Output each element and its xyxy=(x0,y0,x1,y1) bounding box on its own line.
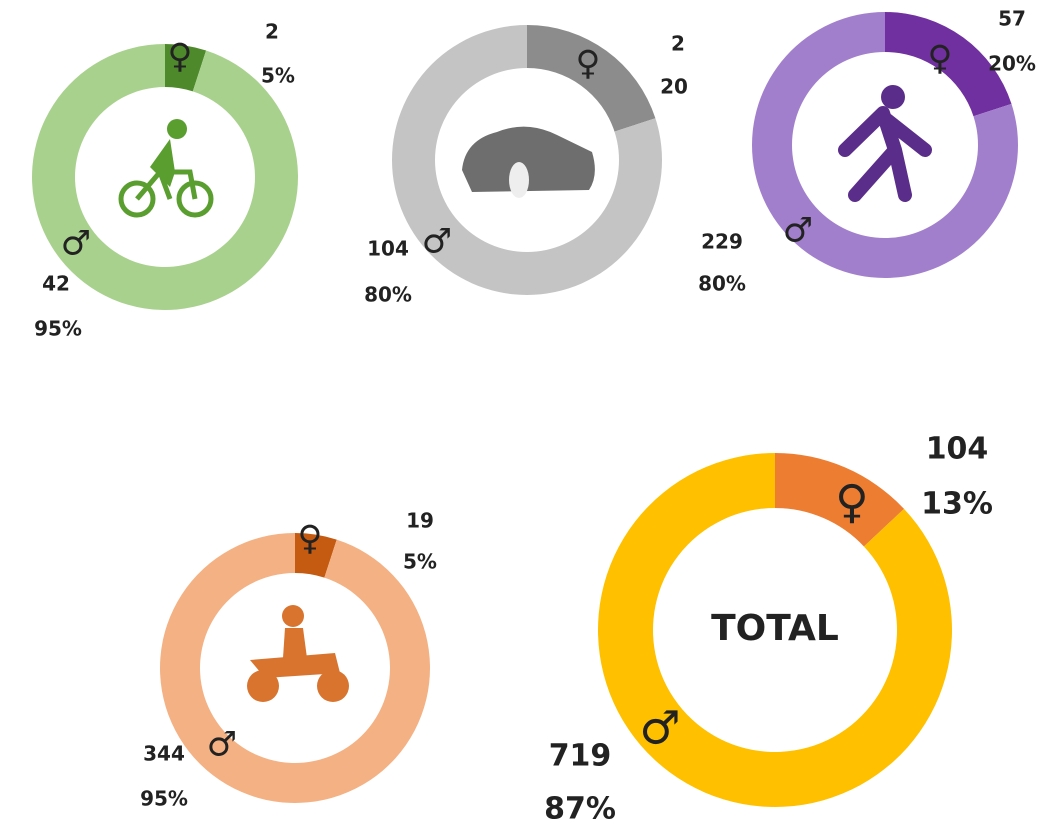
gender-symbol: ♀ xyxy=(835,475,869,529)
donut-chart: ♀ 104 13% ♂ 719 87% TOTAL xyxy=(544,432,993,827)
count-label: 57 xyxy=(998,7,1026,31)
percent-label: 20 xyxy=(660,75,688,99)
donut-slice xyxy=(775,453,905,547)
donut-slice xyxy=(32,44,299,311)
percent-label: 80% xyxy=(364,283,412,307)
count-label: 104 xyxy=(926,432,989,467)
gender-symbol: ♂ xyxy=(61,224,91,264)
percent-label: 80% xyxy=(698,272,746,296)
count-label: 2 xyxy=(671,32,685,56)
count-label: 344 xyxy=(143,742,185,766)
gender-symbol: ♂ xyxy=(639,701,680,755)
percent-label: 95% xyxy=(140,787,188,811)
donut-chart: ♀ 19 5% ♂ 344 95% xyxy=(140,509,437,811)
icon-wheel xyxy=(317,670,349,702)
donut-slice xyxy=(159,533,431,804)
percent-label: 20% xyxy=(988,52,1036,76)
gender-symbol: ♀ xyxy=(168,37,193,77)
icon-body xyxy=(283,628,307,658)
icon-wheel xyxy=(509,162,529,198)
count-label: 229 xyxy=(701,230,743,254)
donut-slice xyxy=(885,12,1012,117)
gender-symbol: ♂ xyxy=(207,725,237,765)
donut-chart: ♀ 57 20% ♂ 229 80% xyxy=(698,7,1036,296)
gender-symbol: ♀ xyxy=(928,39,953,79)
donut-slice xyxy=(295,533,337,578)
icon-head xyxy=(282,605,304,627)
icon-frame xyxy=(250,653,340,678)
count-label: 104 xyxy=(367,237,409,261)
gender-symbol: ♀ xyxy=(576,44,601,84)
count-label: 19 xyxy=(406,509,434,533)
donut-slice xyxy=(392,25,662,296)
percent-label: 13% xyxy=(921,487,993,522)
percent-label: 5% xyxy=(261,64,295,88)
donut-chart: ♀ 2 5% ♂ 42 95% xyxy=(32,20,299,341)
center-label: TOTAL xyxy=(711,608,839,649)
percent-label: 5% xyxy=(403,550,437,574)
icon-head xyxy=(167,119,187,139)
percent-label: 95% xyxy=(34,317,82,341)
count-label: 2 xyxy=(265,20,279,44)
gender-symbol: ♂ xyxy=(783,211,813,251)
count-label: 719 xyxy=(549,739,612,774)
icon-wheel xyxy=(118,180,156,218)
count-label: 42 xyxy=(42,272,70,296)
percent-label: 87% xyxy=(544,792,616,827)
donut-slice xyxy=(752,12,1018,278)
donut-slice xyxy=(165,44,207,92)
gender-symbol: ♂ xyxy=(422,222,452,262)
donut-chart: ♀ 2 20 ♂ 104 80% xyxy=(364,25,688,307)
icon-body xyxy=(150,139,175,187)
icon-head xyxy=(881,85,905,109)
gender-symbol: ♀ xyxy=(298,519,323,559)
donut-slice xyxy=(598,453,953,808)
icon-car xyxy=(462,126,595,192)
icon-wheel xyxy=(247,670,279,702)
icon-body xyxy=(838,106,932,202)
icon-wheel xyxy=(176,180,214,218)
donut-slice xyxy=(527,25,656,132)
